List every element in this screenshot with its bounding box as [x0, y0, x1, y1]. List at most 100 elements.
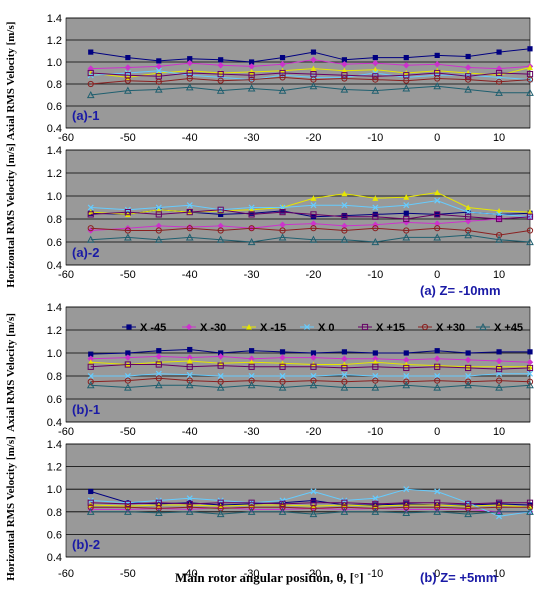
data-point-x-30 [279, 221, 286, 228]
panel-b2: 0.4 0.6 0.8 1.0 1.2 1.4 -60 -50 -40 -30 -20 -10 0 10 H… [5, 436, 534, 581]
data-point-x-15 [87, 211, 94, 218]
x-tick-label: -40 [182, 132, 198, 144]
series-line-x-30 [90, 227, 531, 236]
data-point-x-30 [372, 59, 379, 67]
data-point-x-45 [247, 237, 256, 246]
data-point-x-0 [434, 372, 441, 380]
data-point-x-30 [155, 227, 162, 234]
data-point-x-15 [186, 363, 193, 370]
y-tick-label: 1.2 [47, 168, 62, 180]
data-point-x-30 [217, 77, 224, 84]
series-line-x-45 [90, 85, 530, 96]
data-point-x-0 [310, 372, 317, 380]
data-point-x-30 [279, 61, 286, 68]
series-x-45 [88, 346, 533, 357]
data-point-x-30 [434, 220, 441, 227]
legend-label: X -30 [200, 322, 226, 334]
data-point-x-15 [124, 209, 131, 216]
data-point-x-15 [124, 211, 131, 217]
data-point-x-45 [125, 55, 131, 61]
data-point-x-30 [248, 355, 255, 362]
series-x-15 [87, 206, 534, 223]
plot-area [65, 17, 531, 129]
data-point-x-30 [310, 220, 317, 227]
data-point-x-45 [279, 55, 286, 61]
x-tick-label: -60 [58, 426, 74, 438]
data-point-x-15 [186, 500, 193, 507]
data-point-x-45 [216, 235, 225, 243]
data-point-x-15 [465, 364, 472, 372]
y-tick-label: 1.0 [47, 191, 62, 203]
x-tick-label: -20 [306, 269, 322, 281]
data-point-x-45 [465, 53, 471, 60]
data-point-x-30 [341, 222, 348, 230]
y-tick-label: 0.8 [47, 79, 62, 91]
data-point-x-45 [249, 348, 255, 354]
data-point-x-15 [526, 213, 534, 220]
x-tick-label: -30 [244, 269, 260, 281]
data-point-x-30 [186, 59, 193, 67]
data-point-x-30 [186, 354, 193, 361]
y-tick-label: 1.4 [47, 13, 62, 25]
data-point-x-45 [402, 508, 411, 517]
data-point-x-30 [341, 355, 348, 362]
series-x-45 [86, 507, 534, 518]
data-point-x-30 [372, 225, 379, 232]
x-tick-label: 10 [493, 426, 505, 438]
data-point-x-45 [216, 383, 225, 391]
panel-a2: 0.4 0.6 0.8 1.0 1.2 1.4 -60 -50 -40 -30 -20 -10 0 10 H… [5, 143, 534, 288]
data-point-x-15 [310, 211, 317, 218]
data-point-x-0 [217, 372, 224, 380]
data-point-x-15 [217, 71, 224, 78]
data-point-x-30 [372, 505, 379, 512]
data-point-x-45 [185, 233, 194, 241]
data-point-x-30 [341, 227, 348, 234]
data-point-x-45 [247, 84, 256, 92]
data-point-x-30 [526, 504, 534, 511]
y-tick-label: 1.4 [47, 439, 62, 451]
data-point-x-45 [526, 507, 534, 515]
data-point-x-45 [156, 58, 162, 64]
data-point-x-30 [279, 74, 286, 81]
legend-marker-x-15 [361, 323, 369, 331]
data-point-x-45 [496, 349, 502, 355]
data-point-x-30 [403, 77, 410, 84]
data-point-x-30 [434, 75, 441, 82]
data-point-x-0 [372, 495, 379, 502]
data-point-x-45 [403, 350, 409, 356]
data-point-x-15 [87, 359, 94, 365]
panel-label: (a)-2 [72, 245, 99, 260]
data-point-x-0 [341, 371, 348, 378]
data-point-x-30 [87, 80, 94, 88]
data-point-x-30 [495, 377, 503, 384]
data-point-x-0 [155, 370, 162, 377]
data-point-x-30 [155, 505, 162, 512]
data-point-x-0 [248, 372, 255, 380]
x-tick-label: -50 [120, 269, 136, 281]
data-point-x-30 [279, 354, 286, 361]
data-point-x-45 [218, 57, 224, 63]
data-point-x-15 [434, 499, 441, 506]
data-point-x-45 [371, 237, 380, 246]
data-point-x-45 [309, 381, 318, 389]
data-point-x-15 [372, 359, 379, 365]
data-point-x-45 [402, 233, 411, 241]
data-point-x-15 [403, 364, 410, 372]
data-point-x-45 [88, 49, 94, 55]
data-point-x-45 [154, 235, 163, 243]
data-point-x-30 [279, 227, 286, 234]
data-point-x-45 [185, 381, 194, 389]
data-point-x-15 [279, 363, 286, 370]
panel-label: (a)-1 [72, 108, 99, 123]
data-point-x-30 [434, 355, 441, 362]
data-point-x-15 [155, 361, 162, 368]
data-point-x-45 [216, 510, 225, 518]
data-point-x-0 [341, 202, 348, 209]
data-point-x-0 [465, 372, 472, 380]
data-point-x-45 [341, 212, 347, 219]
series-line-x-15 [90, 209, 531, 220]
data-point-x-30 [526, 227, 534, 234]
data-point-x-30 [341, 61, 348, 68]
data-point-x-15 [87, 69, 94, 77]
